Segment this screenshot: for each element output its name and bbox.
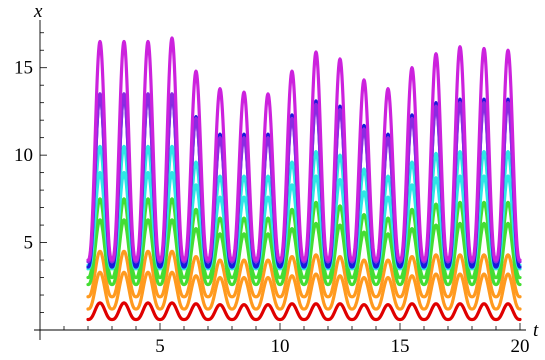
y-tick-label: 5 — [24, 233, 34, 254]
series-line-6 — [86, 171, 522, 271]
series-line-4 — [86, 218, 522, 287]
series-line-10 — [86, 36, 522, 262]
y-axis-label: x — [33, 1, 43, 22]
y-tick-label: 10 — [14, 145, 33, 166]
ticks: 5 10 15 20 5 10 15 — [14, 32, 530, 357]
series-line-9 — [86, 92, 522, 264]
x-tick-label: 20 — [511, 336, 530, 357]
x-tick-label: 10 — [271, 336, 290, 357]
series-line-5 — [86, 197, 522, 280]
x-tick-label: 5 — [155, 336, 165, 357]
y-tick-label: 15 — [14, 58, 33, 79]
series-layer — [86, 36, 522, 322]
x-tick-label: 15 — [391, 336, 410, 357]
series-line-3 — [86, 249, 522, 299]
series-line-1 — [86, 301, 522, 322]
x-axis-label: t — [533, 320, 539, 341]
series-line-2 — [86, 270, 522, 311]
series-line-8 — [86, 92, 522, 269]
